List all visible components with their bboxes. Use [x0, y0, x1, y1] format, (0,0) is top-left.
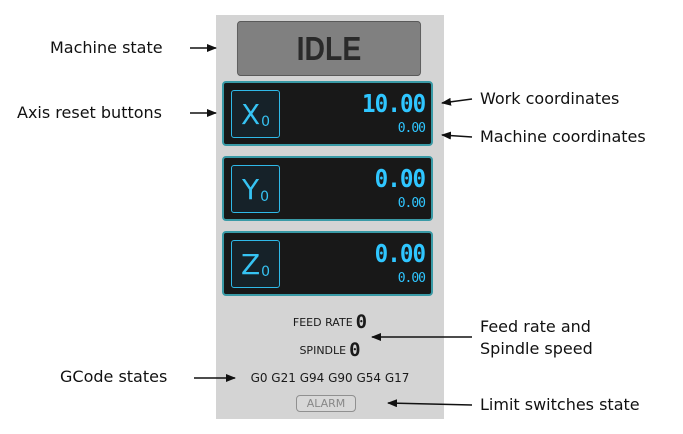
axis-subscript: 0	[261, 264, 271, 280]
machine-coordinate-y: 0.00	[397, 196, 426, 211]
machine-coordinate-z: 0.00	[397, 271, 426, 286]
arrow-machine-coordinates	[441, 131, 473, 140]
alarm-indicator: ALARM	[296, 395, 356, 412]
annotation-machine-coordinates: Machine coordinates	[480, 127, 646, 146]
spindle-label: SPINDLE	[299, 344, 347, 357]
feed-rate-label: FEED RATE	[292, 316, 353, 329]
arrow-work-coordinates	[441, 97, 473, 106]
annotation-limit-switches: Limit switches state	[480, 395, 640, 414]
machine-state-display: IDLE	[236, 21, 422, 76]
spindle-value: 0	[349, 339, 361, 361]
annotation-work-coordinates: Work coordinates	[480, 89, 620, 108]
work-coordinate-z: 0.00	[374, 239, 426, 268]
axis-subscript: 0	[261, 114, 271, 130]
gcode-states: G0 G21 G94 G90 G54 G17	[250, 371, 410, 385]
feed-rate-row: FEED RATE 0	[216, 311, 444, 333]
annotation-gcode-states: GCode states	[60, 367, 168, 386]
work-coordinate-x: 10.00	[361, 89, 426, 118]
feed-rate-value: 0	[355, 311, 368, 333]
axis-letter: X	[240, 97, 261, 131]
annotation-spindle-speed: Spindle speed	[480, 339, 593, 358]
arrow-limit-switches	[387, 399, 473, 408]
annotation-machine-state: Machine state	[50, 38, 163, 57]
axis-letter: Y	[241, 172, 260, 206]
axis-subscript: 0	[260, 189, 270, 205]
machine-coordinate-x: 0.00	[397, 121, 426, 136]
axis-letter: Z	[240, 247, 261, 281]
work-coordinate-y: 0.00	[374, 164, 426, 193]
annotation-feed-rate: Feed rate and	[480, 317, 591, 336]
annotation-axis-reset: Axis reset buttons	[17, 103, 162, 122]
spindle-row: SPINDLE 0	[216, 339, 444, 361]
